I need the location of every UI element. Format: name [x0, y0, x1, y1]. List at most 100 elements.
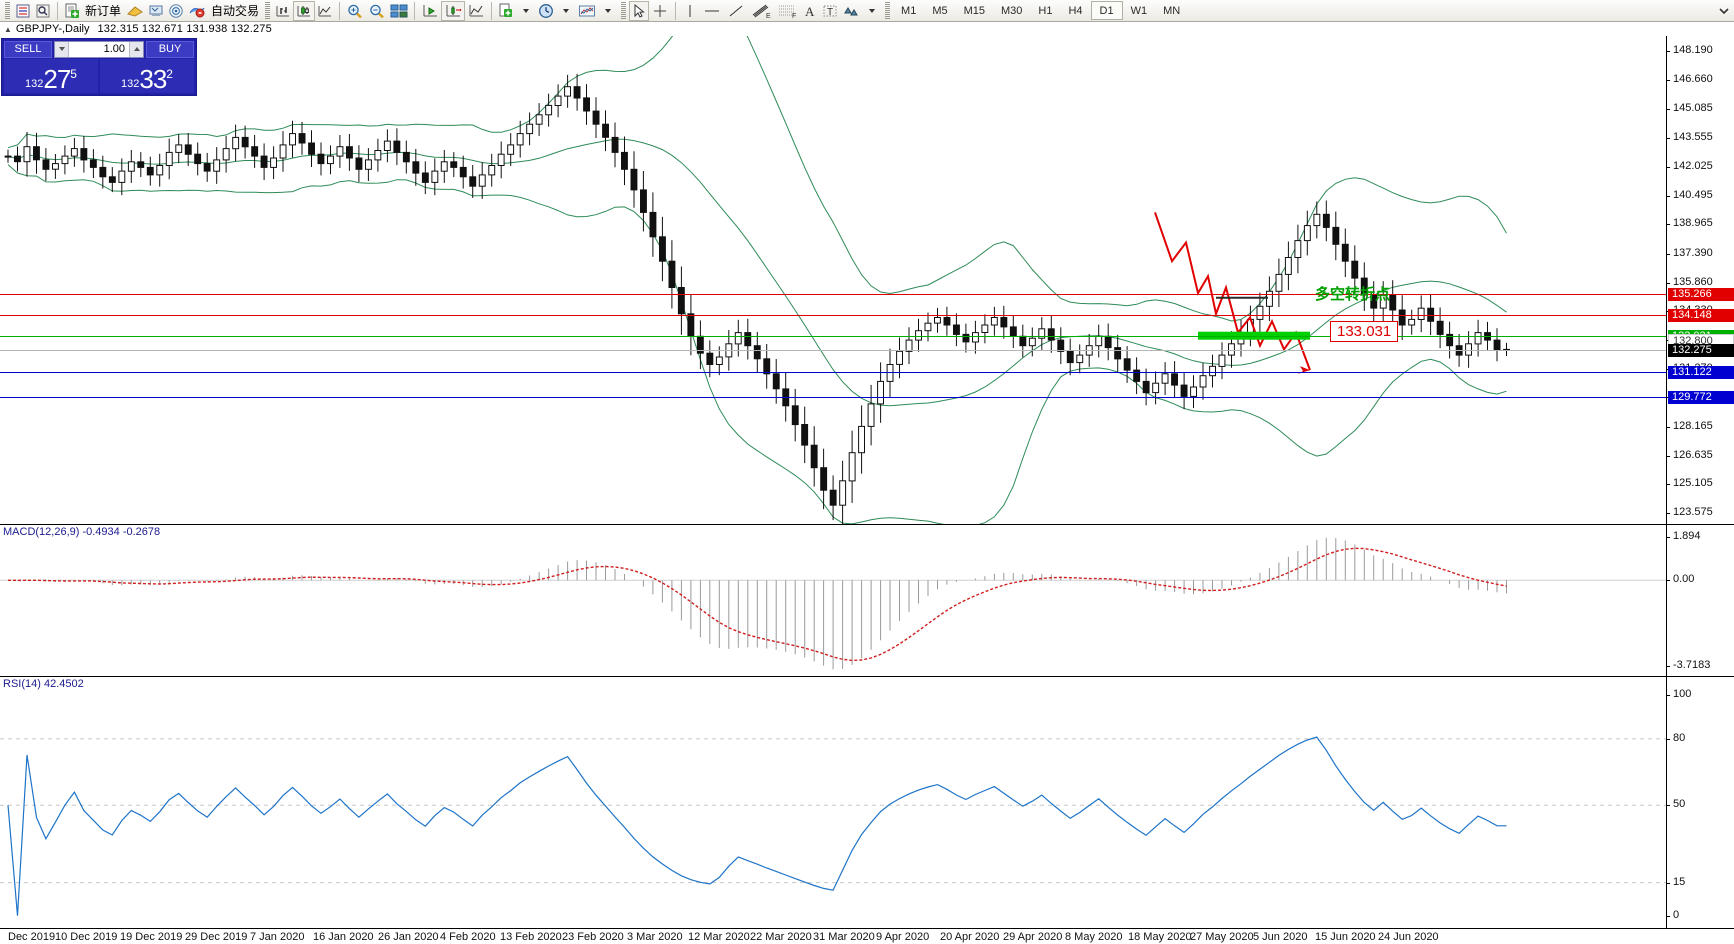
zoom-in-icon[interactable]: [344, 1, 366, 21]
macd-axis[interactable]: 1.894 0.00 -3.7183: [1666, 525, 1734, 676]
date-axis-label: 22 Mar 2020: [750, 931, 812, 943]
new-order-label[interactable]: 新订单: [85, 4, 122, 18]
volume-value[interactable]: 1.00: [103, 43, 125, 55]
price-level-label[interactable]: 129.772: [1668, 390, 1734, 404]
buy-price-display[interactable]: 132 33 2: [100, 59, 194, 93]
current-price-line-132275: [0, 349, 1666, 351]
volume-stepper[interactable]: 1.00: [54, 40, 144, 58]
price-level-label[interactable]: 131.122: [1668, 365, 1734, 379]
cursor-icon[interactable]: [629, 0, 650, 21]
buy-button[interactable]: BUY: [146, 40, 194, 58]
sell-button[interactable]: SELL: [4, 40, 52, 58]
timeframe-m30[interactable]: M30: [1001, 4, 1023, 17]
toolbar-separator-4: [491, 1, 493, 20]
autotrading-icon[interactable]: [186, 1, 208, 21]
support-line-129772[interactable]: [0, 396, 1666, 398]
shapes-dropdown-caret[interactable]: [862, 1, 882, 21]
equidistant-channel-icon[interactable]: E: [748, 1, 774, 21]
toolbar-overflow[interactable]: [1718, 5, 1734, 17]
support-line-133031[interactable]: [0, 335, 1666, 337]
templates-icon[interactable]: [496, 1, 516, 21]
volume-increment-button[interactable]: [129, 41, 143, 57]
date-axis-label: 15 Jun 2020: [1315, 931, 1376, 943]
resistance-line-134148[interactable]: [0, 314, 1666, 316]
price-plot-area[interactable]: 多空转折点 133.031: [0, 36, 1666, 524]
tile-windows-icon[interactable]: [388, 1, 410, 21]
sell-price-prefix: 132: [25, 78, 44, 90]
chart-symbol-label: GBPJPY-,Daily: [15, 23, 90, 35]
terminal-icon[interactable]: [146, 1, 166, 21]
date-axis-label: 19 Dec 2019: [120, 931, 183, 943]
buy-price-main: 33: [139, 64, 167, 94]
timeframe-d1[interactable]: D1: [1090, 1, 1123, 20]
trendline-icon[interactable]: [724, 1, 748, 21]
toolbar-grip-2[interactable]: [265, 2, 271, 19]
crosshair-icon[interactable]: [649, 1, 671, 21]
timeframe-mn[interactable]: MN: [1163, 4, 1181, 17]
indicators-icon[interactable]: [576, 1, 598, 21]
price-axis[interactable]: 148.190 146.660 145.085 143.555 142.025 140.4…: [1666, 36, 1734, 524]
timeframe-h1[interactable]: H1: [1038, 4, 1053, 17]
oct-price-row: 132 27 5 132 33 2: [2, 59, 196, 95]
timeframe-h4[interactable]: H4: [1068, 4, 1083, 17]
bar-chart-icon[interactable]: [273, 1, 293, 21]
support-line-131122[interactable]: [0, 371, 1666, 373]
text-label-icon[interactable]: T: [820, 1, 840, 21]
date-axis-label: 23 Feb 2020: [562, 931, 624, 943]
price-level-label[interactable]: 135.266: [1668, 287, 1734, 301]
macd-plot-area[interactable]: [0, 525, 1666, 676]
line-chart-axes-icon[interactable]: [465, 1, 487, 21]
date-axis-label: 5 Jun 2020: [1253, 931, 1308, 943]
market-watch-icon[interactable]: [13, 1, 33, 21]
candlestick-chart-icon[interactable]: [293, 0, 316, 21]
svg-text:E: E: [766, 13, 771, 19]
chart-title-bar: ▲ GBPJPY-,Daily 132.315 132.671 131.938 …: [0, 22, 1734, 36]
sell-price-display[interactable]: 132 27 5: [4, 59, 98, 93]
timeframe-m5[interactable]: M5: [932, 4, 948, 17]
turning-point-annotation: 多空转折点: [1315, 285, 1391, 304]
timeframe-m15[interactable]: M15: [963, 4, 985, 17]
toolbar-grip-3[interactable]: [621, 2, 627, 19]
vertical-line-icon[interactable]: [680, 1, 700, 21]
date-axis-label: 29 Dec 2019: [185, 931, 248, 943]
navigator-icon[interactable]: [166, 1, 186, 21]
timeframe-w1[interactable]: W1: [1130, 4, 1148, 17]
main-toolbar: 新订单 自动交易: [0, 0, 1734, 22]
resistance-line-135266[interactable]: [0, 293, 1666, 295]
timeframe-m1[interactable]: M1: [901, 4, 917, 17]
rsi-chart-svg: [0, 736, 1666, 916]
price-callout-box: 133.031: [1330, 320, 1399, 342]
date-axis-label: 26 Jan 2020: [378, 931, 439, 943]
period-dropdown-caret[interactable]: [556, 1, 576, 21]
toolbar-separator: [57, 1, 58, 20]
chart-shift-icon[interactable]: [419, 1, 441, 21]
volume-decrement-button[interactable]: [55, 41, 69, 57]
date-axis-label: 3 Mar 2020: [627, 931, 683, 943]
text-icon[interactable]: A: [800, 1, 820, 21]
macd-pane: MACD(12,26,9) -0.4934 -0.2678 1.894 0.00-…: [0, 524, 1734, 676]
rsi-plot-area[interactable]: [0, 677, 1666, 928]
fibonacci-icon[interactable]: F: [774, 1, 800, 21]
rsi-axis[interactable]: 100 80 50 15 0: [1666, 677, 1734, 928]
indicators-dropdown-caret[interactable]: [598, 1, 618, 21]
period-icon[interactable]: [536, 1, 556, 21]
autotrading-label[interactable]: 自动交易: [211, 4, 260, 18]
horizontal-line-icon[interactable]: [700, 1, 724, 21]
price-level-label[interactable]: 132.275: [1668, 343, 1734, 357]
toolbar-grip-4[interactable]: [885, 2, 891, 19]
expert-advisor-icon[interactable]: [124, 1, 146, 21]
price-level-label[interactable]: 134.148: [1668, 308, 1734, 322]
toolbar-grip[interactable]: [5, 2, 10, 19]
chart-collapse-icon[interactable]: ▲: [4, 24, 12, 34]
data-window-icon[interactable]: [33, 1, 53, 21]
zoom-out-icon[interactable]: [366, 1, 388, 21]
one-click-trading-panel[interactable]: SELL 1.00 BUY 132 27 5 132 33 2: [1, 38, 197, 96]
new-order-icon[interactable]: [62, 1, 82, 21]
price-level-label[interactable]: 132.800: [1668, 334, 1734, 348]
auto-scroll-icon[interactable]: [441, 0, 466, 21]
date-axis-label: 10 Dec 2019: [55, 931, 118, 943]
shapes-icon[interactable]: [840, 1, 862, 21]
date-axis-label: 29 Apr 2020: [1003, 931, 1063, 943]
templates-dropdown-caret[interactable]: [516, 1, 536, 21]
line-chart-icon[interactable]: [315, 1, 335, 21]
